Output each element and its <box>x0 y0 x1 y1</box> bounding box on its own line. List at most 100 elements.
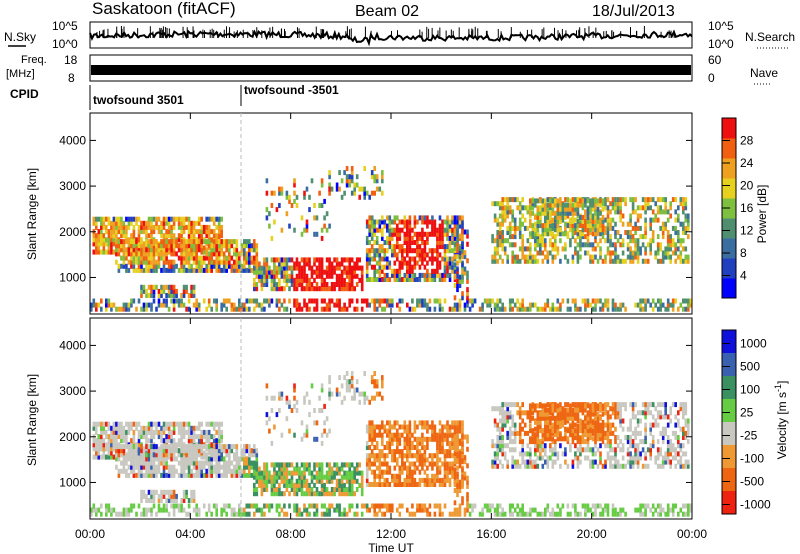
power-cell <box>210 251 213 257</box>
velocity-cell <box>375 457 379 463</box>
power-cell <box>373 256 376 262</box>
velocity-cell <box>328 395 331 401</box>
power-cell <box>496 250 499 256</box>
velocity-cell <box>443 469 447 475</box>
power-cell <box>611 201 615 207</box>
velocity-cell <box>300 436 304 442</box>
power-cell <box>591 221 595 227</box>
power-cell <box>391 227 394 233</box>
velocity-cell <box>564 459 567 465</box>
velocity-cell <box>190 498 193 503</box>
power-cell <box>426 277 429 282</box>
power-cell <box>150 288 153 294</box>
velocity-cell <box>182 429 186 435</box>
velocity-cell <box>172 421 176 427</box>
velocity-cell <box>340 462 344 468</box>
power-cell <box>180 224 183 230</box>
velocity-cell <box>328 379 331 385</box>
power-cell <box>431 231 434 237</box>
velocity-cell <box>393 436 397 442</box>
power-cell <box>506 205 509 211</box>
power-cell <box>391 235 394 241</box>
velocity-cell <box>388 449 392 455</box>
velocity-cell <box>328 478 331 484</box>
power-cell <box>531 254 535 260</box>
velocity-cell <box>461 473 464 479</box>
power-cell <box>551 206 555 212</box>
velocity-cell <box>245 444 249 450</box>
velocity-cell <box>162 452 166 458</box>
velocity-cell <box>157 464 161 470</box>
power-cell <box>350 265 354 271</box>
power-cell <box>606 238 610 244</box>
power-cell <box>165 243 168 249</box>
power-cell <box>112 233 116 239</box>
power-cell <box>536 227 540 233</box>
power-cell <box>549 219 552 224</box>
velocity-cell <box>408 424 412 430</box>
power-cell <box>591 206 595 212</box>
power-cell <box>253 269 256 275</box>
power-cell <box>679 197 683 203</box>
velocity-cell <box>105 421 108 427</box>
velocity-cell <box>330 478 334 484</box>
velocity-cell <box>305 462 309 468</box>
velocity-cell <box>406 432 409 438</box>
power-cell <box>335 282 339 287</box>
power-cell <box>285 277 289 283</box>
velocity-cell <box>320 491 324 497</box>
power-cell <box>328 306 331 312</box>
power-cell <box>243 251 246 257</box>
velocity-cell <box>423 461 427 467</box>
power-cell <box>508 298 512 304</box>
power-cell <box>132 224 136 230</box>
power-cell <box>674 209 677 215</box>
velocity-cell <box>283 470 286 476</box>
power-cell <box>378 252 382 258</box>
power-cell <box>295 277 299 283</box>
velocity-cell <box>345 379 349 385</box>
velocity-cell <box>160 456 163 462</box>
power-cell <box>207 251 211 257</box>
power-cell <box>541 223 545 229</box>
velocity-cell <box>355 478 359 484</box>
power-cell <box>182 243 186 249</box>
power-cell <box>574 202 577 208</box>
power-cell <box>370 227 374 233</box>
velocity-cell <box>431 420 434 426</box>
power-cell <box>260 282 264 287</box>
power-cell <box>421 260 424 266</box>
power-cell <box>343 302 346 308</box>
velocity-cell <box>541 447 545 453</box>
velocity-cell <box>135 472 138 478</box>
power-cell <box>498 213 502 219</box>
power-cell <box>157 288 161 294</box>
power-cell <box>217 243 221 249</box>
velocity-cell <box>401 461 404 467</box>
power-cell <box>604 254 607 260</box>
power-cell <box>210 259 213 265</box>
velocity-cell <box>501 402 504 408</box>
power-cell <box>609 238 612 244</box>
power-cell <box>388 264 392 270</box>
power-cell <box>659 246 662 252</box>
velocity-cell <box>190 460 193 466</box>
power-cell <box>338 170 341 176</box>
power-cell <box>682 306 685 312</box>
power-cell <box>235 243 239 249</box>
power-cell <box>92 249 96 255</box>
power-cell <box>202 298 206 304</box>
power-cell <box>145 255 148 261</box>
power-cell <box>677 205 680 211</box>
velocity-cell <box>345 487 349 492</box>
velocity-cell <box>180 438 183 444</box>
power-cell <box>544 223 547 229</box>
power-cell <box>335 298 339 304</box>
power-cell <box>473 298 477 304</box>
power-cell <box>102 216 106 222</box>
power-cell <box>413 240 417 245</box>
velocity-cell <box>122 444 126 450</box>
velocity-cell <box>293 403 296 409</box>
power-cell <box>343 306 346 312</box>
